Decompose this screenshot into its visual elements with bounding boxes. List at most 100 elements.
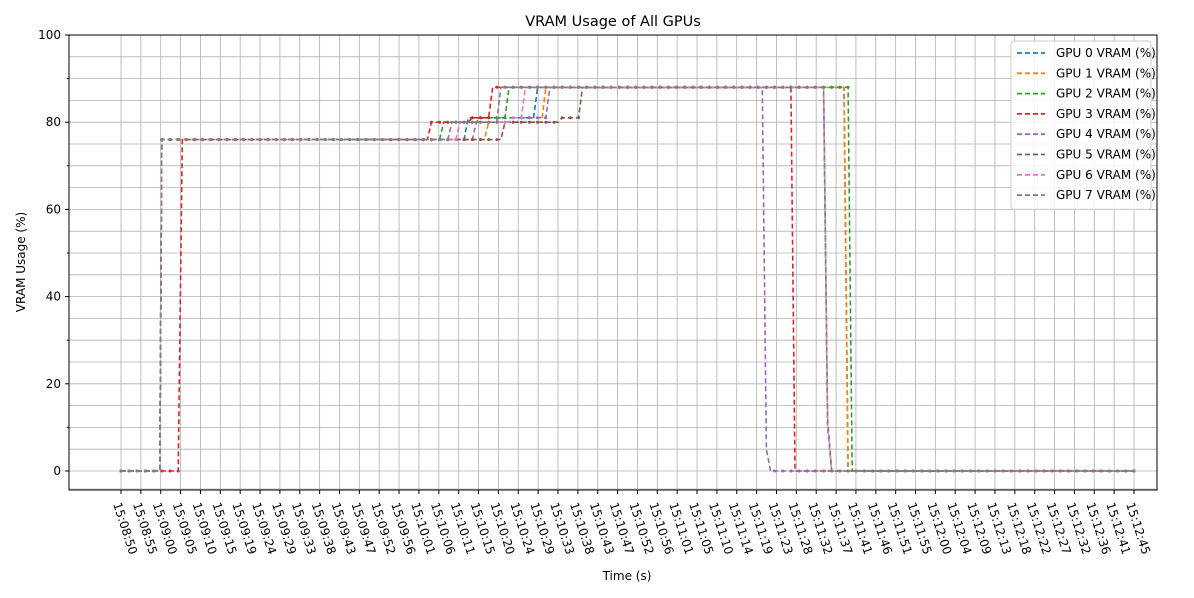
series-point xyxy=(658,85,662,89)
series-point xyxy=(536,120,540,124)
series-point xyxy=(634,85,638,89)
series-point xyxy=(797,85,801,89)
series-line xyxy=(121,86,1134,472)
series-point xyxy=(822,85,826,89)
series-point xyxy=(609,85,613,89)
series-point xyxy=(1116,469,1120,473)
series-point xyxy=(1108,469,1111,473)
series-point xyxy=(601,85,605,89)
series-point xyxy=(1083,469,1087,473)
series-point xyxy=(1067,469,1071,473)
series-point xyxy=(184,138,188,142)
series-line xyxy=(121,86,1134,472)
series-point xyxy=(519,120,523,124)
legend-label: GPU 1 VRAM (%) xyxy=(1056,66,1156,80)
series-point xyxy=(781,469,785,473)
series-point xyxy=(511,116,515,120)
series-point xyxy=(683,85,687,89)
series-point xyxy=(675,85,678,89)
series-point xyxy=(1001,469,1005,473)
series-point xyxy=(699,85,703,89)
series-point xyxy=(340,138,344,142)
series-point xyxy=(511,120,515,124)
series-point xyxy=(446,120,450,124)
series-point xyxy=(503,116,507,120)
series-point xyxy=(626,85,629,89)
series-point xyxy=(822,469,826,473)
series-point xyxy=(519,116,523,120)
series-point xyxy=(830,85,834,89)
series-point xyxy=(715,85,719,89)
series-point xyxy=(405,138,409,142)
series-point xyxy=(585,85,589,89)
series-point xyxy=(389,138,393,142)
series-point xyxy=(593,85,597,89)
series-point xyxy=(773,469,776,473)
series-point xyxy=(160,138,164,142)
series-point xyxy=(920,469,924,473)
series-point xyxy=(462,138,466,142)
series-point xyxy=(1018,469,1022,473)
x-axis-label: Time (s) xyxy=(602,569,652,583)
series-point xyxy=(838,469,842,473)
series-point xyxy=(789,469,793,473)
y-tick-label: 0 xyxy=(53,464,61,478)
series-point xyxy=(544,85,548,89)
legend-label: GPU 6 VRAM (%) xyxy=(1056,168,1156,182)
series-point xyxy=(805,85,809,89)
series-point xyxy=(952,469,956,473)
series-point xyxy=(250,138,254,142)
series-point xyxy=(127,469,131,473)
series-point xyxy=(323,138,327,142)
y-tick-label: 40 xyxy=(46,290,61,304)
series-point xyxy=(960,469,964,473)
series-point xyxy=(217,138,221,142)
y-tick-label: 80 xyxy=(46,115,61,129)
series-point xyxy=(307,138,311,142)
series-point xyxy=(1091,469,1095,473)
series-point xyxy=(577,85,580,89)
legend: GPU 0 VRAM (%) GPU 1 VRAM (%) GPU 2 VRAM (… xyxy=(1010,40,1156,210)
series-point xyxy=(928,469,932,473)
series-point xyxy=(732,85,736,89)
series-point xyxy=(781,85,785,89)
series-point xyxy=(936,469,940,473)
series-point xyxy=(176,138,180,142)
legend-label: GPU 5 VRAM (%) xyxy=(1056,148,1156,162)
y-tick-label: 60 xyxy=(46,202,61,216)
series-point xyxy=(830,469,834,473)
series-point xyxy=(756,85,760,89)
y-tick-label: 100 xyxy=(38,28,61,42)
series-point xyxy=(470,120,474,124)
series-point xyxy=(764,85,768,89)
series-lines xyxy=(119,85,1136,473)
series-point xyxy=(1132,469,1136,473)
series-point xyxy=(977,469,981,473)
series-point xyxy=(364,138,368,142)
series-point xyxy=(503,120,507,124)
series-point xyxy=(1124,469,1128,473)
series-point xyxy=(544,116,548,120)
series-point xyxy=(462,120,466,124)
series-point xyxy=(519,85,523,89)
series-point xyxy=(993,469,997,473)
series-point xyxy=(854,469,858,473)
series-point xyxy=(879,469,883,473)
series-point xyxy=(454,138,458,142)
series-point xyxy=(282,138,286,142)
legend-label: GPU 2 VRAM (%) xyxy=(1056,87,1156,101)
series-point xyxy=(773,85,776,89)
series-point xyxy=(233,138,237,142)
series-point xyxy=(135,469,139,473)
series-point xyxy=(560,116,564,120)
series-line xyxy=(121,86,1134,472)
legend-label: GPU 3 VRAM (%) xyxy=(1056,107,1156,121)
series-point xyxy=(176,469,180,473)
series-point xyxy=(724,85,727,89)
legend-label: GPU 7 VRAM (%) xyxy=(1056,188,1156,202)
series-point xyxy=(258,138,262,142)
series-line xyxy=(121,86,1134,472)
series-point xyxy=(1059,469,1062,473)
series-point xyxy=(225,138,229,142)
